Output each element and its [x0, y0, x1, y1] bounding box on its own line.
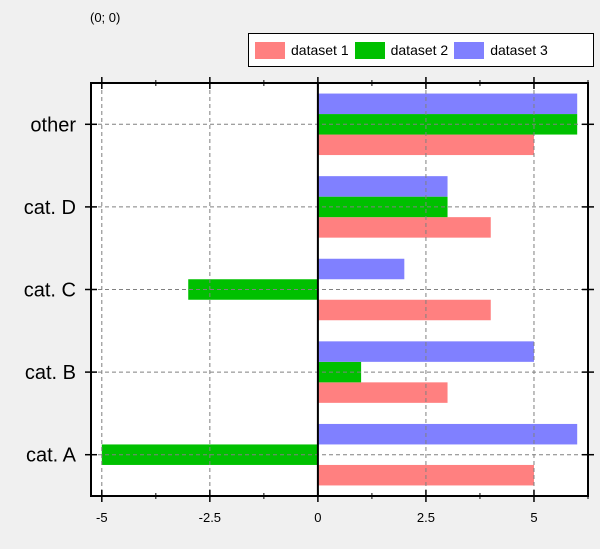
bar-cat-d-series-1 [317, 217, 491, 238]
x-tick-label-4: 5 [530, 510, 537, 525]
legend-label-dataset-3: dataset 3 [490, 42, 548, 58]
category-label-cat-b: cat. B [25, 362, 76, 384]
bar-other-series-1 [317, 134, 534, 156]
x-tick-label-0: -5 [96, 510, 108, 525]
x-tick-label-2: 0 [314, 510, 321, 525]
category-label-cat-a: cat. A [26, 445, 77, 467]
legend-item-dataset-2: dataset 2 [354, 41, 449, 59]
bar-cat-a-series-3 [317, 423, 578, 445]
bar-cat-c-series-3 [317, 258, 405, 280]
x-tick-label-1: -2.5 [199, 510, 221, 525]
legend-item-dataset-3: dataset 3 [454, 41, 548, 59]
bar-other-series-3 [317, 93, 578, 115]
category-label-cat-d: cat. D [24, 197, 76, 219]
coordinate-readout: (0; 0) [90, 10, 121, 25]
bar-cat-d-series-3 [317, 176, 448, 197]
bar-cat-d-series-2 [317, 196, 448, 218]
legend-label-dataset-2: dataset 2 [390, 42, 449, 58]
legend-item-dataset-1: dataset 1 [255, 41, 349, 59]
legend: dataset 1 dataset 2 dataset 3 [248, 33, 594, 67]
bar-cat-c-series-1 [317, 299, 491, 321]
bar-cat-b-series-1 [317, 382, 448, 403]
legend-swatch-dataset-1 [255, 41, 285, 59]
category-label-cat-c: cat. C [24, 280, 76, 302]
legend-swatch-dataset-2 [354, 41, 385, 59]
x-tick-label-3: 2.5 [417, 510, 435, 525]
bar-other-series-2 [317, 114, 578, 135]
category-label-other: other [30, 114, 76, 136]
legend-swatch-dataset-3 [454, 41, 485, 59]
legend-label-dataset-1: dataset 1 [291, 42, 349, 58]
